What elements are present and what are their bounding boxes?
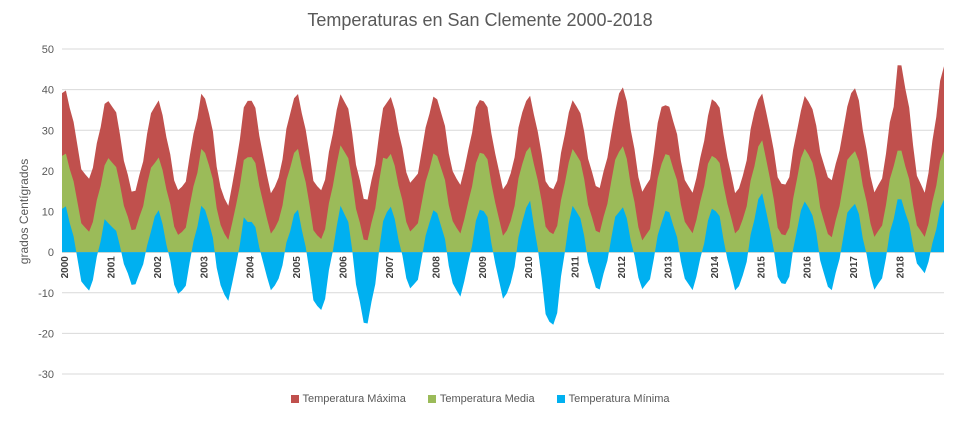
legend-label-min: Temperatura Mínima <box>568 393 670 405</box>
x-tick-label: 2003 <box>199 256 210 279</box>
legend-item-min: Temperatura Mínima <box>556 393 670 405</box>
x-tick-label: 2011 <box>571 256 582 278</box>
x-tick-label: 2010 <box>524 256 535 279</box>
x-tick-label: 2017 <box>849 256 860 279</box>
chart-title: Temperaturas en San Clemente 2000-2018 <box>307 10 653 30</box>
y-tick-label: 20 <box>42 166 54 178</box>
x-tick-label: 2012 <box>617 256 628 279</box>
legend-swatch-mean <box>427 395 436 403</box>
legend-swatch-min <box>556 395 565 403</box>
legend-item-mean: Temperatura Media <box>427 393 535 405</box>
y-tick-label: 50 <box>42 44 54 56</box>
y-tick-label: 0 <box>48 247 54 259</box>
y-axis-title: grados Centígrados <box>17 159 31 264</box>
y-tick-label: 10 <box>42 207 54 219</box>
y-tick-label: -30 <box>38 369 54 381</box>
x-tick-label: 2014 <box>710 256 721 279</box>
x-tick-label: 2001 <box>106 256 117 279</box>
legend-item-max: Temperatura Máxima <box>290 393 406 405</box>
x-tick-label: 2008 <box>431 256 442 279</box>
x-tick-label: 2013 <box>663 256 674 279</box>
y-tick-label: -10 <box>38 288 54 300</box>
x-tick-label: 2009 <box>478 256 489 279</box>
legend-label-mean: Temperatura Media <box>439 393 535 405</box>
y-tick-label: -20 <box>38 328 54 340</box>
y-tick-label: 40 <box>42 85 54 97</box>
area-series-mean <box>62 140 944 253</box>
x-tick-label: 2006 <box>339 256 350 279</box>
x-tick-label: 2018 <box>896 256 907 279</box>
x-tick-label: 2004 <box>246 256 257 279</box>
x-tick-label: 2002 <box>153 256 164 279</box>
x-tick-label: 2015 <box>756 256 767 279</box>
x-tick-label: 2016 <box>803 256 814 279</box>
legend-label-max: Temperatura Máxima <box>302 393 406 405</box>
legend: Temperatura Máxima Temperatura Media Tem… <box>0 393 960 405</box>
y-tick-label: 30 <box>42 125 54 137</box>
area-series-min <box>62 193 944 325</box>
legend-swatch-max <box>290 395 299 403</box>
x-tick-label: 2005 <box>292 256 303 279</box>
x-tick-label: 2000 <box>60 256 71 279</box>
x-tick-label: 2007 <box>385 256 396 279</box>
